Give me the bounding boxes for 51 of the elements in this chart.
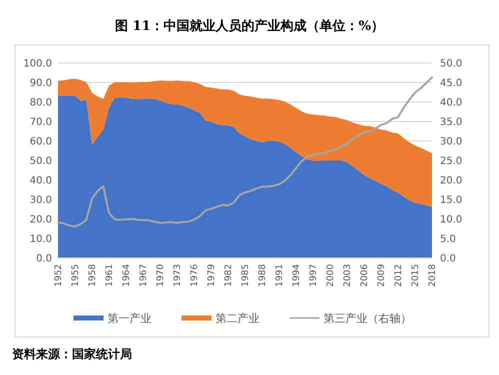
y-tick-label: 20.0 [30,214,52,226]
x-tick-label: 2009 [377,264,388,287]
y2-tick-label: 15.0 [440,195,462,206]
x-tick-label: 1955 [71,264,82,287]
x-tick-label: 1964 [122,264,132,287]
y2-tick-label: 5.0 [440,234,456,245]
chart-title: 图 11：中国就业人员的产业构成（单位：%） [115,18,384,34]
x-tick-label: 1973 [173,264,184,287]
y-tick-label: 60.0 [30,136,52,148]
x-tick-label: 2000 [326,264,336,287]
y-tick-label: 50.0 [30,156,52,167]
x-tick-label: 1952 [54,264,64,287]
legend-label: 第三产业（右轴） [324,312,412,325]
x-tick-label: 1970 [156,264,166,287]
y-tick-label: 100.0 [23,58,52,70]
x-tick-label: 2018 [428,264,438,287]
x-tick-label: 1994 [292,264,302,287]
x-tick-label: 1988 [258,264,268,287]
y-tick-label: 40.0 [30,176,52,186]
x-tick-label: 2006 [360,264,370,287]
x-tick-label: 2015 [411,264,422,287]
y2-tick-label: 35.0 [440,117,462,128]
x-tick-label: 1958 [88,264,98,287]
y-tick-label: 30.0 [30,195,52,206]
y2-tick-label: 25.0 [440,156,462,167]
y-tick-label: 0.0 [36,254,52,264]
x-tick-label: 1997 [309,264,320,287]
legend-label: 第一产业 [108,312,152,325]
line-series [57,76,433,228]
x-tick-label: 1991 [275,264,286,287]
y-tick-label: 70.0 [30,117,52,128]
legend-label: 第二产业 [216,312,260,325]
x-tick-label: 2003 [343,264,354,287]
y2-tick-label: 50.0 [440,58,462,70]
x-tick-label: 1976 [190,264,200,287]
y2-tick-label: 45.0 [440,78,462,89]
y2-tick-label: 0.0 [440,254,456,264]
x-tick-label: 1979 [207,264,218,287]
x-tick-label: 1985 [241,264,252,287]
y-tick-label: 10.0 [30,234,52,245]
x-tick-label: 1961 [105,264,116,287]
y2-tick-label: 30.0 [440,136,462,148]
x-tick-label: 2012 [394,264,404,287]
x-tick-label: 1967 [139,264,150,287]
y2-tick-label: 40.0 [440,98,462,108]
y-tick-label: 80.0 [30,98,52,108]
y2-tick-label: 10.0 [440,214,462,226]
y2-tick-label: 20.0 [440,176,462,186]
x-tick-label: 1982 [224,264,234,287]
text: 资料来源：国家统计局 [12,347,132,361]
y-tick-label: 90.0 [30,78,52,89]
